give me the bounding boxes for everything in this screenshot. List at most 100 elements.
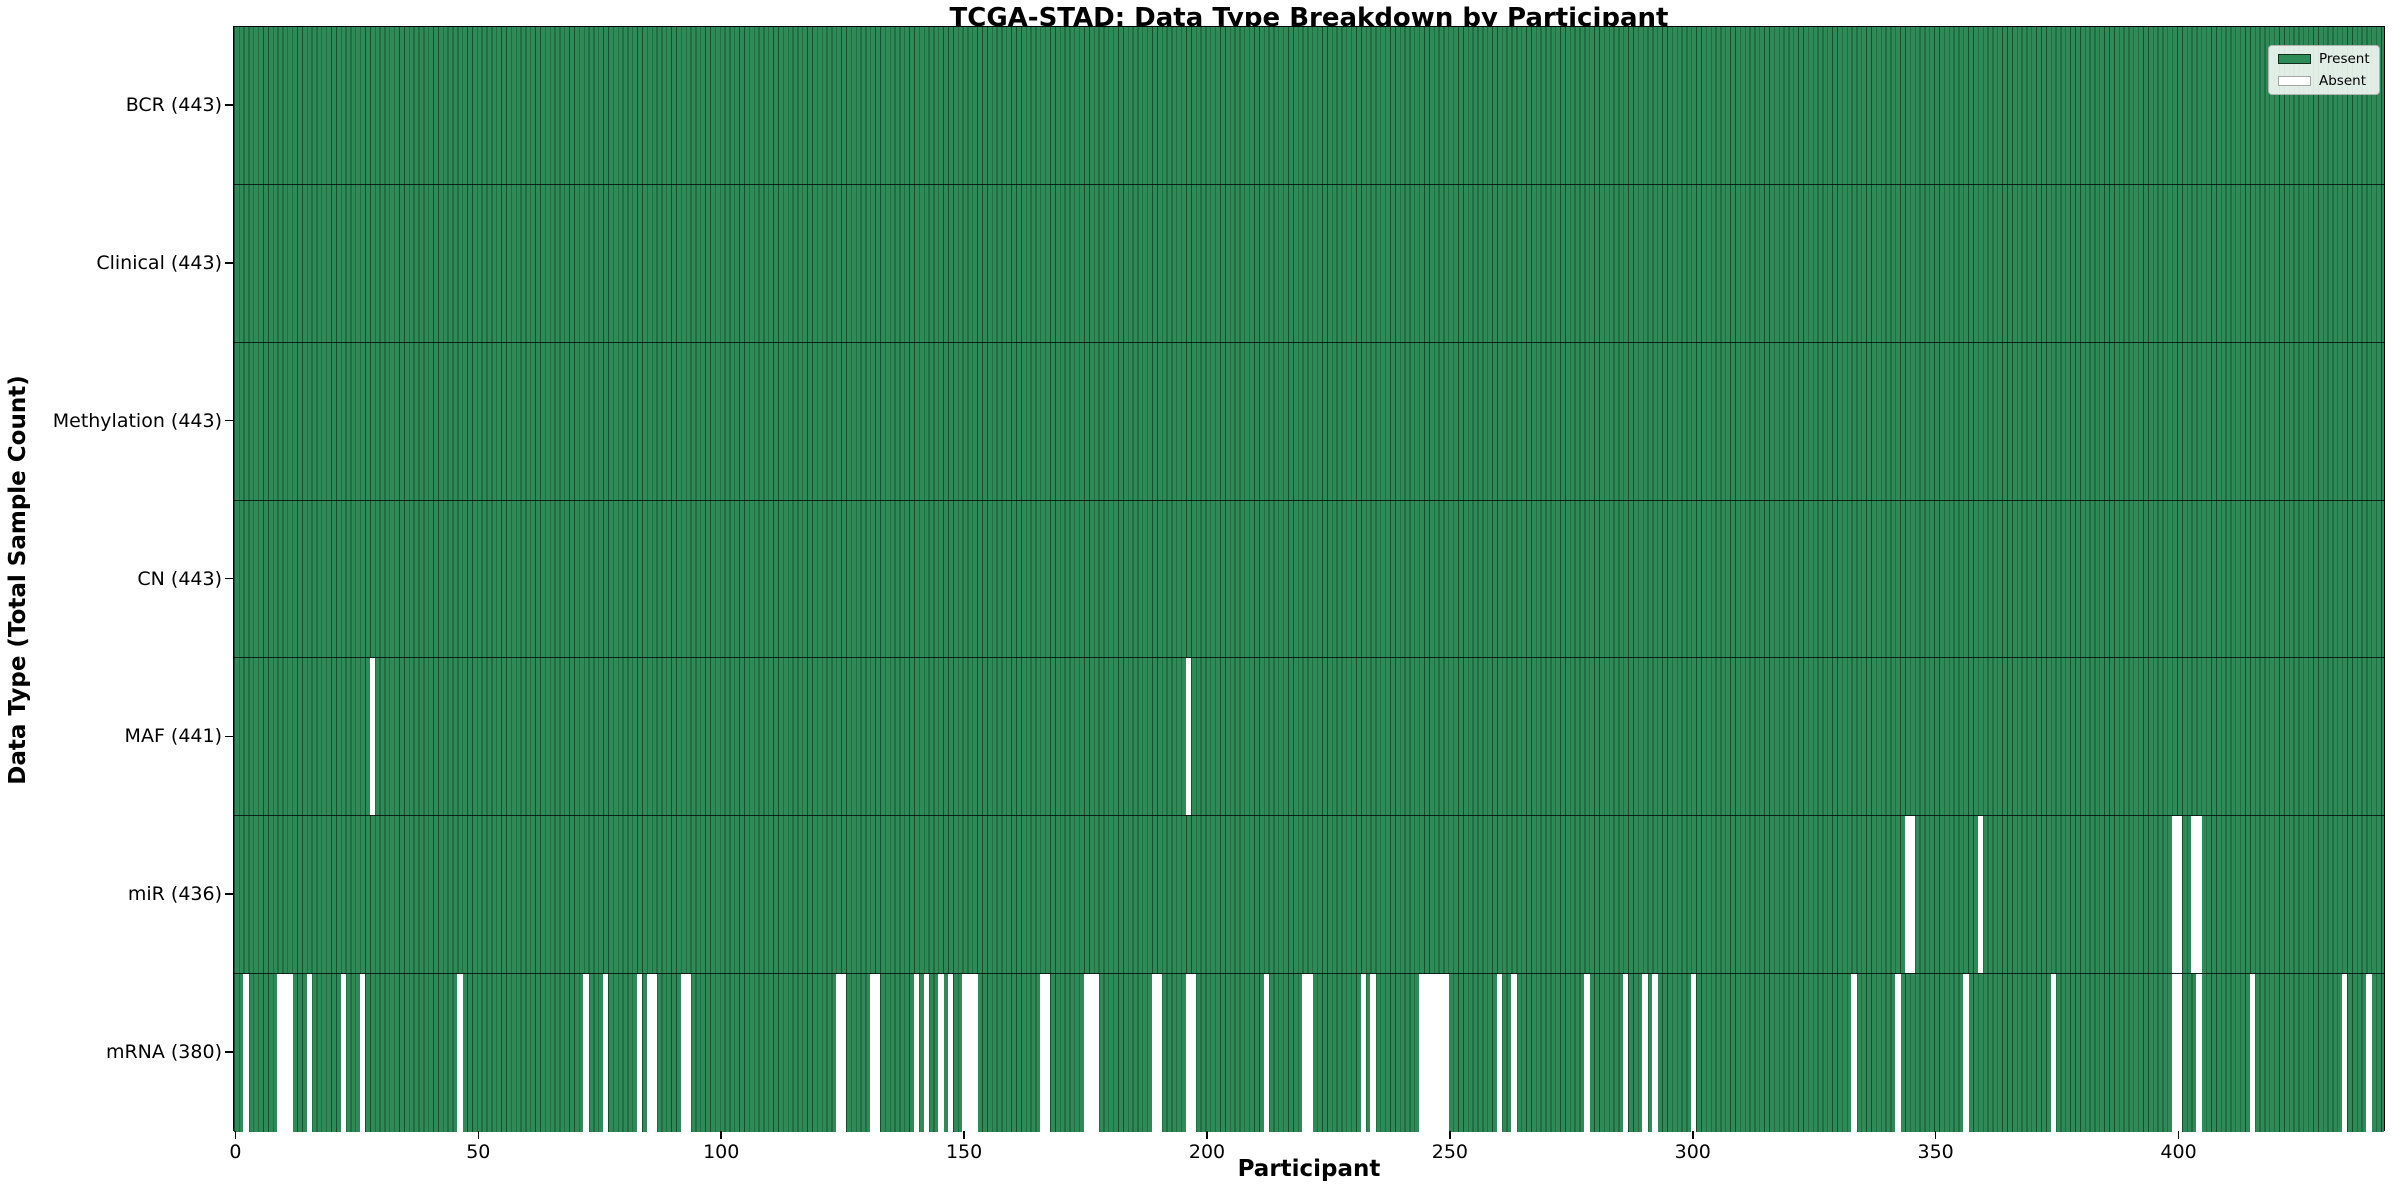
y-tick-label: MAF (441): [124, 725, 222, 748]
absent-stripe-mrna-278: [1584, 974, 1590, 1132]
y-tick-label: Methylation (443): [52, 409, 222, 432]
y-tick-mark: [225, 1051, 233, 1053]
absent-stripe-mrna-177: [1093, 974, 1099, 1132]
x-tick-label: 250: [1431, 1141, 1469, 1163]
legend: Present Absent: [2268, 45, 2380, 95]
absent-stripe-mrna-151: [967, 974, 973, 1132]
heatmap-row-maf: [234, 658, 2384, 817]
absent-stripe-mrna-189: [1151, 974, 1158, 1132]
absent-stripe-mrna-15: [306, 974, 313, 1132]
absent-stripe-mir-344: [1904, 816, 1911, 974]
x-tick-label: 50: [466, 1141, 491, 1163]
absent-stripe-mrna-333: [1851, 974, 1857, 1132]
y-tick-label: CN (443): [137, 567, 222, 590]
absent-stripe-mrna-260: [1496, 974, 1503, 1132]
absent-stripe-mrna-400: [2176, 974, 2183, 1132]
absent-stripe-mrna-212: [1263, 974, 1269, 1132]
heatmap-row-clinical: [234, 184, 2384, 343]
absent-stripe-mrna-244: [1419, 974, 1425, 1132]
x-tick-mark: [234, 1131, 237, 1139]
y-tick-mark: [225, 893, 233, 895]
absent-stripe-mrna-245: [1423, 974, 1430, 1132]
absent-stripe-mrna-46: [457, 974, 463, 1132]
absent-stripe-mrna-232: [1360, 974, 1367, 1132]
absent-stripe-mrna-166: [1040, 974, 1046, 1132]
y-tick-mark: [225, 735, 233, 738]
absent-stripe-mrna-142: [923, 974, 929, 1132]
plot-area: [233, 26, 2385, 1132]
absent-stripe-mrna-175: [1083, 974, 1090, 1132]
absent-stripe-mir-345: [1909, 816, 1916, 974]
absent-stripe-mrna-439: [2366, 974, 2372, 1132]
absent-stripe-mir-400: [2176, 816, 2183, 974]
absent-stripe-mrna-434: [2341, 974, 2348, 1132]
absent-stripe-mrna-10: [282, 974, 288, 1132]
absent-stripe-mrna-300: [1691, 974, 1697, 1132]
absent-stripe-mrna-290: [1642, 974, 1648, 1132]
y-tick-mark: [225, 419, 233, 422]
x-tick-mark: [1206, 1131, 1208, 1139]
y-tick-label: miR (436): [127, 883, 222, 906]
legend-entry-absent: Absent: [2278, 73, 2366, 89]
x-tick-mark: [963, 1131, 965, 1139]
absent-stripe-mrna-124: [836, 974, 842, 1132]
absent-stripe-mrna-26: [360, 974, 366, 1132]
absent-stripe-mrna-399: [2171, 974, 2178, 1132]
y-tick-label: Clinical (443): [96, 251, 222, 274]
legend-present-label: Present: [2319, 51, 2370, 67]
absent-stripe-mrna-356: [1963, 974, 1969, 1132]
absent-stripe-mrna-22: [340, 974, 347, 1132]
x-tick-mark: [720, 1131, 722, 1139]
absent-stripe-mrna-197: [1190, 974, 1197, 1132]
absent-stripe-mrna-132: [874, 974, 881, 1132]
absent-stripe-mrna-147: [947, 974, 954, 1132]
legend-absent-label: Absent: [2319, 73, 2366, 89]
heatmap-row-mrna: [234, 974, 2384, 1132]
x-axis-label: Participant: [1237, 1156, 1381, 1182]
absent-stripe-mrna-9: [277, 974, 283, 1132]
y-tick-mark: [225, 261, 233, 264]
absent-stripe-mrna-140: [913, 974, 920, 1132]
absent-stripe-mrna-86: [651, 974, 657, 1132]
absent-stripe-mrna-176: [1088, 974, 1095, 1132]
absent-stripe-mrna-292: [1652, 974, 1658, 1132]
y-tick-label: mRNA (380): [105, 1041, 222, 1064]
x-tick-label: 200: [1188, 1141, 1226, 1163]
absent-stripe-mrna-286: [1623, 974, 1629, 1132]
legend-absent-swatch: [2278, 76, 2311, 86]
x-tick-label: 400: [2160, 1141, 2197, 1163]
absent-stripe-mrna-248: [1438, 974, 1444, 1132]
x-tick-label: 0: [229, 1141, 242, 1163]
x-tick-mark: [1691, 1131, 1694, 1139]
absent-stripe-mrna-249: [1443, 974, 1449, 1132]
absent-stripe-mrna-2: [243, 974, 249, 1132]
absent-stripe-mrna-246: [1428, 974, 1435, 1132]
x-tick-label: 300: [1674, 1141, 1711, 1163]
absent-stripe-mrna-220: [1302, 974, 1308, 1132]
absent-stripe-mrna-415: [2249, 974, 2256, 1132]
absent-stripe-mrna-374: [2050, 974, 2056, 1132]
absent-stripe-mrna-152: [972, 974, 978, 1132]
absent-stripe-mrna-167: [1044, 974, 1051, 1132]
absent-stripe-maf-28: [369, 658, 376, 816]
y-tick-label: BCR (443): [125, 93, 222, 116]
absent-stripe-mrna-342: [1895, 974, 1901, 1132]
absent-stripe-mrna-196: [1185, 974, 1192, 1132]
y-axis-label: Data Type (Total Sample Count): [5, 375, 31, 785]
y-tick-mark: [225, 104, 233, 106]
absent-stripe-mrna-190: [1156, 974, 1163, 1132]
absent-stripe-mrna-145: [938, 974, 944, 1132]
x-tick-label: 100: [703, 1141, 740, 1163]
absent-stripe-mrna-404: [2196, 974, 2202, 1132]
x-tick-mark: [477, 1131, 480, 1139]
absent-stripe-mir-403: [2191, 816, 2197, 974]
absent-stripe-mrna-85: [646, 974, 653, 1132]
absent-stripe-mrna-11: [287, 974, 293, 1132]
y-tick-mark: [225, 577, 233, 580]
heatmap-row-mir: [234, 816, 2384, 975]
absent-stripe-mrna-221: [1307, 974, 1313, 1132]
heatmap-row-cn: [234, 500, 2384, 659]
absent-stripe-mrna-125: [840, 974, 847, 1132]
x-tick-mark: [1934, 1131, 1937, 1139]
